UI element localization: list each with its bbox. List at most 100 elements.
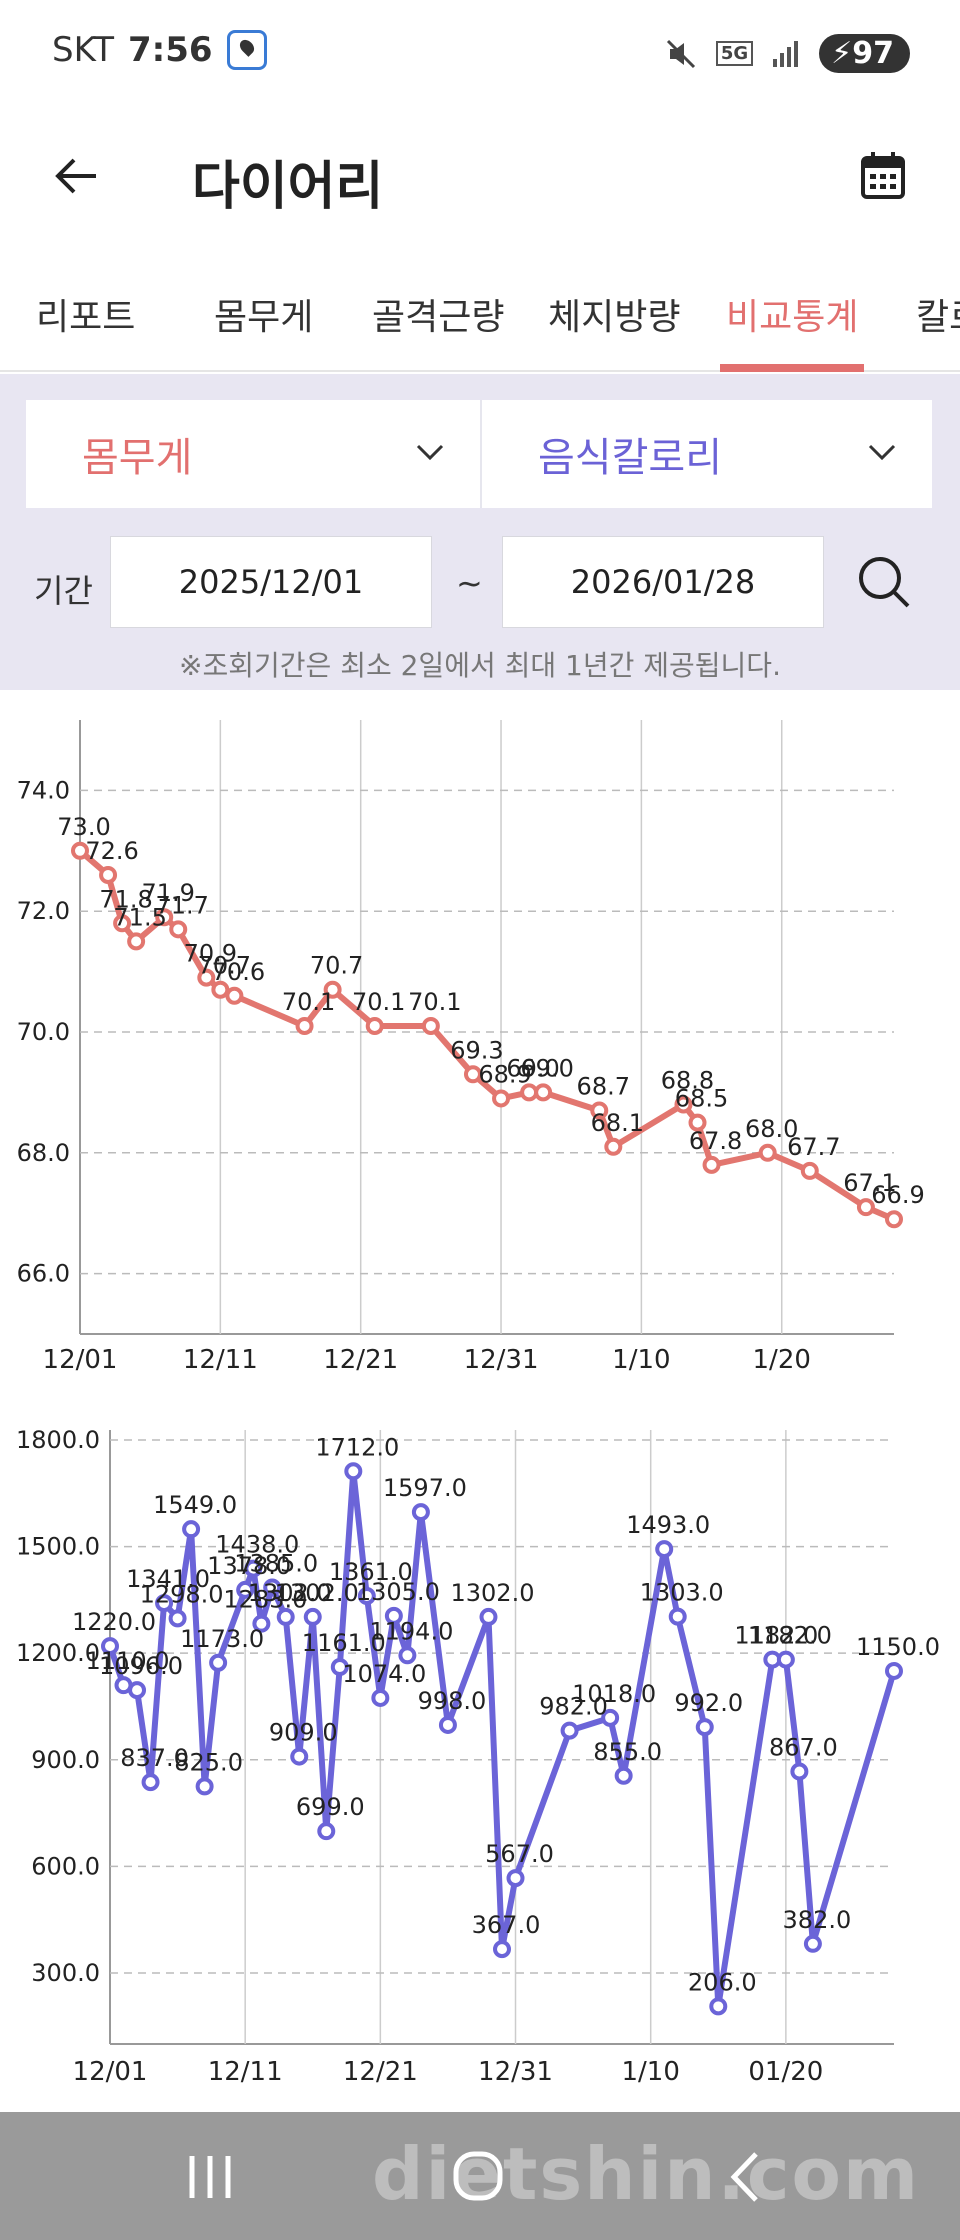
weight-data-label: 68.7 (577, 1073, 630, 1101)
calorie-point (709, 1997, 728, 2016)
weight-data-label: 70.1 (352, 988, 405, 1016)
calorie-data-label: 1549.0 (153, 1491, 237, 1519)
back-arrow-icon[interactable] (52, 156, 102, 196)
period-notice: ※조회기간은 최소 2일에서 최대 1년간 제공됩니다. (179, 649, 781, 682)
tab-report[interactable]: 리포트 (36, 297, 136, 338)
weight-data-label: 71.8 (99, 885, 152, 913)
weight-data-label: 70.7 (310, 952, 363, 980)
tab-body-fat[interactable]: 체지방량 (548, 297, 681, 338)
weight-x-tick: 12/01 (43, 1345, 118, 1375)
weight-point (702, 1155, 721, 1174)
weight-point (71, 841, 89, 860)
weight-data-label: 68.5 (675, 1085, 728, 1113)
calorie-data-label: 1194.0 (369, 1617, 453, 1645)
calendar-icon[interactable] (860, 150, 906, 200)
calorie-point (803, 1934, 822, 1953)
page-title: 다이어리 (192, 157, 384, 217)
nav-back-icon[interactable] (706, 2142, 786, 2212)
weight-data-label: 70.9 (184, 940, 237, 968)
start-date-field[interactable]: 2025/12/01 (110, 536, 432, 628)
weight-point (99, 865, 118, 884)
calorie-data-label: 998.0 (418, 1687, 487, 1715)
calorie-point (411, 1503, 430, 1522)
weight-data-label: 66.9 (871, 1181, 924, 1209)
weight-data-label: 73.0 (57, 813, 110, 841)
end-date-field[interactable]: 2026/01/28 (502, 536, 824, 628)
weight-data-label: 68.0 (745, 1115, 798, 1143)
weight-point (127, 932, 146, 951)
weight-point (197, 968, 216, 987)
weight-point (688, 1113, 707, 1132)
calorie-point (357, 1586, 376, 1605)
watermark: dietshin.com (371, 2132, 920, 2216)
metric-select-2[interactable]: 음식칼로리 (480, 400, 932, 508)
calorie-data-label: 1361.0 (329, 1558, 413, 1586)
calorie-data-label: 992.0 (674, 1689, 743, 1717)
tab-weight[interactable]: 몸무게 (214, 297, 314, 338)
weight-data-label: 67.7 (787, 1133, 840, 1161)
metric-select-2-value: 음식칼로리 (538, 435, 722, 481)
calorie-data-label: 1302.0 (450, 1579, 534, 1607)
calorie-data-label: 206.0 (688, 1968, 757, 1996)
app-header: 다이어리 (0, 104, 960, 254)
calorie-data-label: 1182.0 (748, 1622, 832, 1650)
calorie-point (371, 1688, 390, 1707)
calorie-point (101, 1637, 119, 1656)
tab-muscle[interactable]: 골격근량 (372, 297, 505, 338)
search-icon[interactable] (856, 554, 912, 610)
mute-icon (666, 39, 695, 68)
metric-select-1[interactable]: 몸무게 (26, 400, 480, 508)
calorie-data-label: 867.0 (769, 1733, 838, 1761)
home-icon[interactable] (438, 2142, 518, 2212)
calorie-x-tick: 12/01 (73, 2057, 148, 2087)
weight-data-label: 72.6 (85, 837, 138, 865)
calorie-point (776, 1650, 795, 1669)
map-pin-icon (226, 30, 267, 70)
weight-point (365, 1016, 384, 1035)
calorie-point (182, 1520, 201, 1539)
calorie-x-tick: 12/11 (208, 2057, 283, 2087)
weight-point (758, 1143, 777, 1162)
calorie-y-tick: 300.0 (31, 1959, 100, 1987)
calorie-point (790, 1762, 809, 1781)
calorie-data-label: 1385.0 (234, 1549, 318, 1577)
calorie-point (330, 1658, 349, 1677)
calorie-y-tick: 1200.0 (16, 1639, 100, 1667)
calorie-data-label: 1493.0 (626, 1511, 710, 1539)
calorie-y-tick: 1500.0 (16, 1533, 100, 1561)
weight-data-label: 70.1 (408, 988, 461, 1016)
calorie-data-label: 1298.0 (140, 1580, 224, 1608)
weight-data-label: 67.1 (843, 1169, 896, 1197)
weight-point (800, 1161, 819, 1180)
tab-calorie[interactable]: 칼로 (916, 297, 960, 338)
weight-x-tick: 1/10 (612, 1345, 670, 1375)
calorie-point (668, 1607, 687, 1626)
weight-point (295, 1016, 314, 1035)
chevron-down-icon (868, 444, 896, 461)
calorie-data-label: 909.0 (269, 1719, 338, 1747)
calorie-data-label: 1438.0 (215, 1531, 299, 1559)
weight-point (492, 1089, 511, 1108)
weight-point (211, 980, 230, 999)
status-right: 5G ⚡97 (664, 34, 910, 73)
weight-point (113, 914, 132, 933)
calorie-point (155, 1594, 174, 1613)
weight-y-tick: 74.0 (17, 776, 70, 804)
calorie-point (252, 1614, 271, 1633)
weight-point (421, 1016, 440, 1035)
weight-data-label: 69.0 (520, 1054, 573, 1082)
weight-y-tick: 66.0 (17, 1260, 70, 1288)
period-label: 기간 (34, 572, 93, 610)
calorie-y-tick: 600.0 (31, 1852, 100, 1880)
weight-x-tick: 12/31 (464, 1345, 539, 1375)
recents-icon[interactable] (170, 2142, 250, 2212)
tab-compare[interactable]: 비교통계 (726, 297, 859, 338)
calorie-chart: 12/01 12/11 12/21 12/31 1/10 01/20 1800.0 1500.… (16, 1426, 940, 2087)
calorie-point (209, 1653, 228, 1672)
calorie-y-tick: 900.0 (31, 1746, 100, 1774)
calorie-data-label: 1302.0 (275, 1579, 359, 1607)
calorie-data-label: 1283.0 (223, 1586, 307, 1614)
calorie-point (601, 1708, 620, 1727)
weight-y-tick: 72.0 (17, 897, 70, 925)
calorie-point (128, 1681, 147, 1700)
